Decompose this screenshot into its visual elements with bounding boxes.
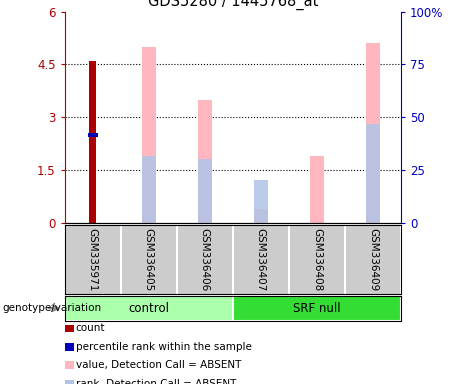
Bar — [254, 209, 268, 223]
Bar — [366, 43, 380, 223]
Bar — [310, 156, 324, 223]
Title: GDS5280 / 1445768_at: GDS5280 / 1445768_at — [148, 0, 318, 10]
Bar — [198, 159, 212, 223]
Bar — [254, 180, 268, 223]
Bar — [198, 99, 212, 223]
Bar — [89, 61, 96, 223]
Bar — [65, 296, 233, 321]
Text: GSM336405: GSM336405 — [144, 228, 154, 291]
Text: GSM336407: GSM336407 — [256, 228, 266, 291]
Text: genotype/variation: genotype/variation — [2, 303, 101, 313]
Bar — [366, 124, 380, 223]
Bar — [88, 132, 98, 137]
Text: GSM336408: GSM336408 — [312, 228, 322, 291]
Bar — [142, 47, 156, 223]
Text: SRF null: SRF null — [293, 302, 341, 314]
Text: count: count — [76, 323, 105, 333]
Text: GSM336409: GSM336409 — [368, 228, 378, 291]
Text: control: control — [128, 302, 169, 314]
Bar — [142, 156, 156, 223]
Text: value, Detection Call = ABSENT: value, Detection Call = ABSENT — [76, 360, 241, 370]
Text: percentile rank within the sample: percentile rank within the sample — [76, 342, 252, 352]
Text: GSM335971: GSM335971 — [88, 228, 98, 291]
Text: GSM336406: GSM336406 — [200, 228, 210, 291]
Text: rank, Detection Call = ABSENT: rank, Detection Call = ABSENT — [76, 379, 236, 384]
Bar — [233, 296, 401, 321]
